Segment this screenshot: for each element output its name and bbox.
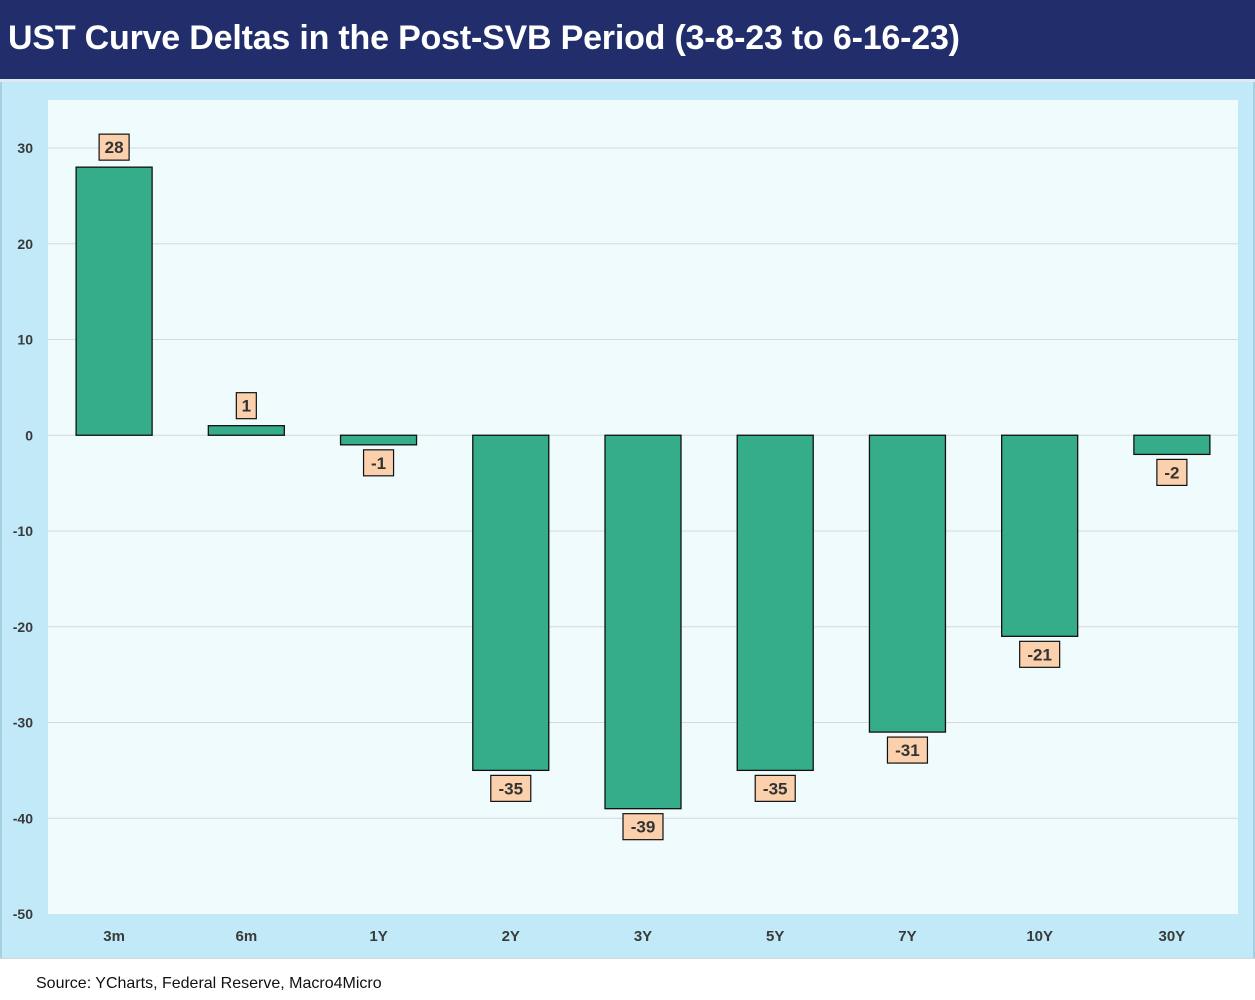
chart-title: UST Curve Deltas in the Post-SVB Period … (8, 19, 960, 57)
x-tick-label: 5Y (766, 928, 784, 945)
x-tick-label: 6m (235, 928, 257, 945)
data-label-box (362, 449, 395, 477)
bar-2Y (472, 434, 550, 772)
data-label-box (886, 736, 929, 764)
data-label-text: -2 (1164, 463, 1179, 482)
bar-30Y (1133, 434, 1211, 456)
data-label-3m: 28 (98, 133, 130, 161)
x-tick-label: 30Y (1159, 928, 1186, 945)
data-label-box (98, 133, 130, 161)
y-tick-label: -10 (13, 523, 33, 539)
bar-5Y (736, 434, 814, 772)
data-label-text: -1 (371, 454, 386, 473)
data-label-text: -35 (498, 779, 523, 798)
y-tick-label: 10 (17, 332, 33, 348)
bar-3m (75, 166, 153, 436)
y-tick-label: 30 (17, 140, 33, 156)
y-tick-label: -30 (13, 715, 33, 731)
bar-10Y (1001, 434, 1079, 637)
data-labels: 28 1 -1 -35 -39 -35 -31 -21 -2 (98, 133, 1188, 841)
footer: Source: YCharts, Federal Reserve, Macro4… (0, 958, 1255, 1000)
x-tick-label: 2Y (502, 928, 520, 945)
data-label-text: -35 (763, 779, 788, 798)
data-label-6m: 1 (235, 392, 257, 420)
y-axis-ticks: 30 20 10 0 -10 -20 -30 -40 -50 (13, 140, 33, 922)
data-label-text: -31 (895, 741, 920, 760)
data-label-text: -39 (631, 818, 656, 837)
y-tick-label: -50 (13, 906, 33, 922)
data-label-2Y: -35 (490, 774, 532, 802)
data-label-3Y: -39 (622, 813, 664, 841)
data-label-box (754, 774, 796, 802)
bars (75, 166, 1211, 810)
x-tick-label: 10Y (1026, 928, 1053, 945)
y-tick-label: -20 (13, 619, 33, 635)
data-label-7Y: -31 (886, 736, 929, 764)
x-tick-label: 1Y (369, 928, 387, 945)
data-label-box (490, 774, 532, 802)
x-axis-categories: 3m 6m 1Y 2Y 3Y 5Y 7Y 10Y 30Y (103, 928, 1185, 945)
x-tick-label: 7Y (898, 928, 916, 945)
y-tick-label: -40 (13, 810, 33, 826)
y-tick-label: 0 (25, 427, 33, 443)
data-label-text: 28 (105, 138, 124, 157)
source-note: Source: YCharts, Federal Reserve, Macro4… (36, 975, 382, 992)
bar-1Y (339, 434, 418, 446)
y-tick-label: 20 (17, 236, 33, 252)
bar-6m (207, 425, 285, 436)
data-label-1Y: -1 (362, 449, 395, 477)
data-label-5Y: -35 (754, 774, 796, 802)
data-label-box (1019, 640, 1061, 668)
bar-3Y (604, 434, 682, 810)
data-label-text: -21 (1027, 645, 1052, 664)
x-tick-label: 3m (103, 928, 125, 945)
data-label-box (622, 813, 664, 841)
data-label-30Y: -2 (1156, 458, 1188, 486)
data-label-box (1156, 458, 1188, 486)
bar-7Y (868, 434, 947, 733)
bar-chart: 30 20 10 0 -10 -20 -30 -40 -50 28 1 -1 -35 -39 -35 -31… (13, 100, 1238, 945)
x-tick-label: 3Y (634, 928, 652, 945)
title-bar: UST Curve Deltas in the Post-SVB Period … (0, 0, 1255, 82)
data-label-box (235, 392, 257, 420)
data-label-10Y: -21 (1019, 640, 1061, 668)
data-label-text: 1 (242, 397, 251, 416)
